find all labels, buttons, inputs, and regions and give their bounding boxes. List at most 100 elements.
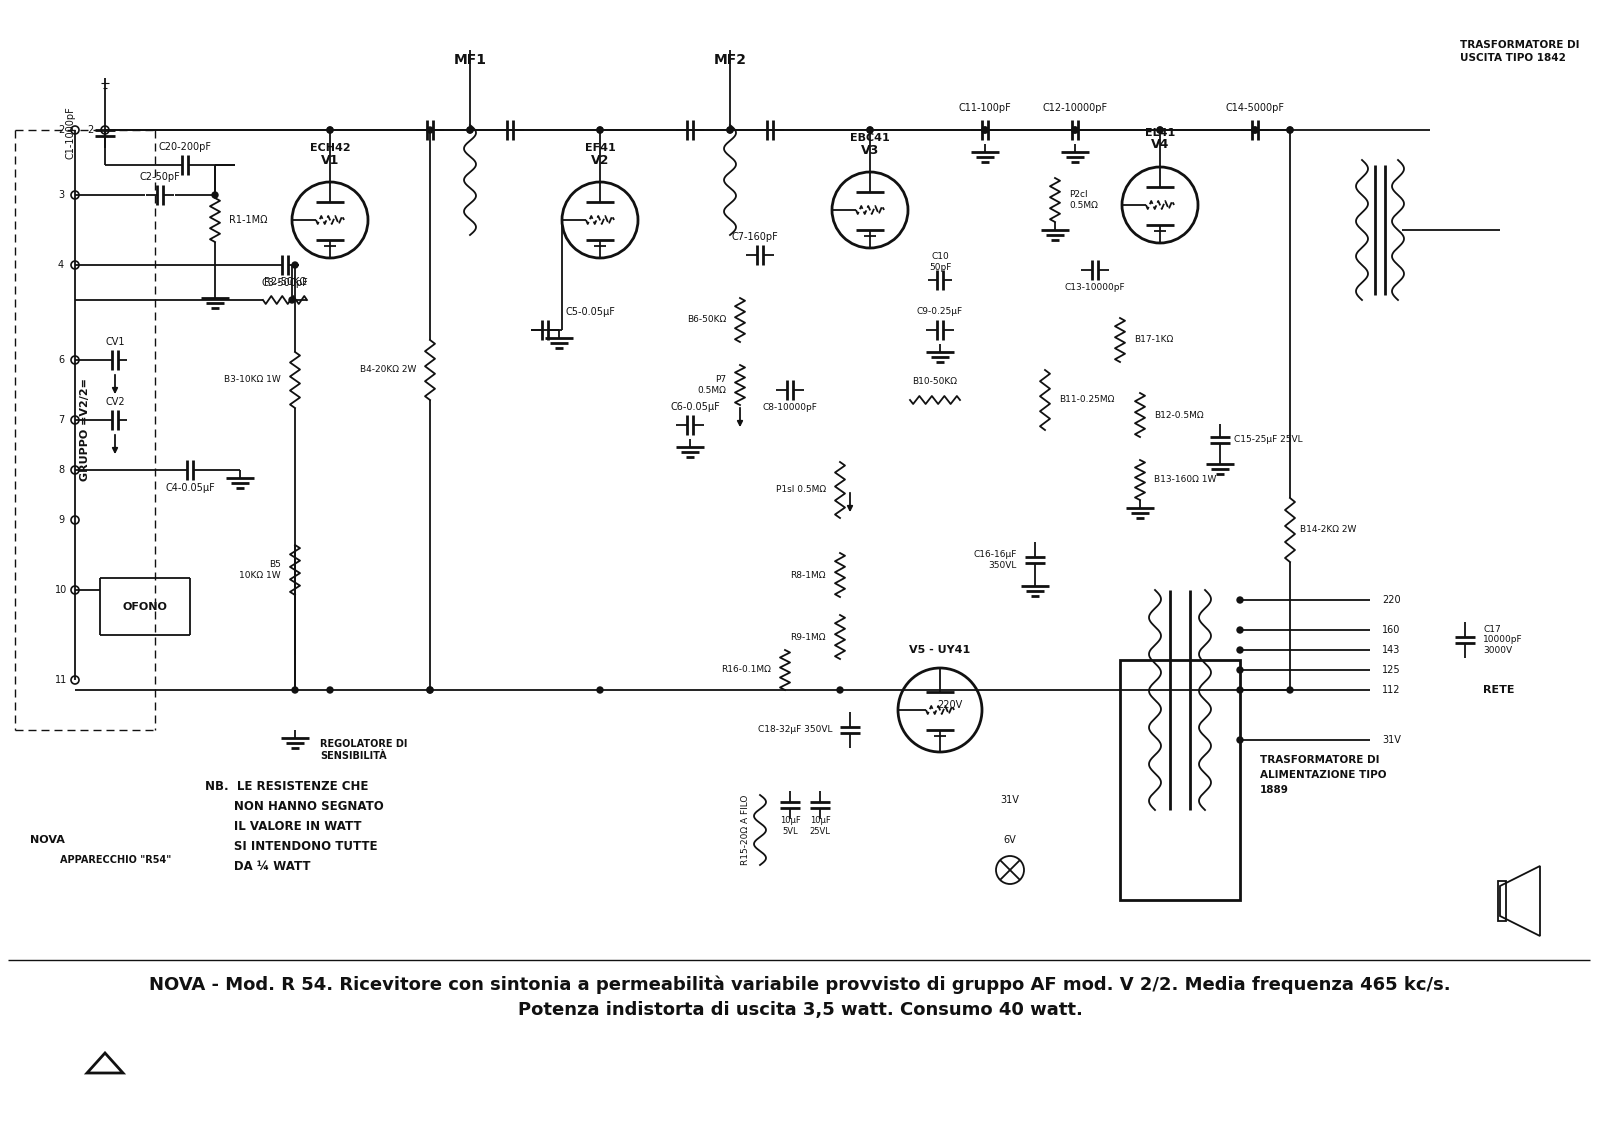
Circle shape bbox=[467, 127, 474, 133]
Text: 6V: 6V bbox=[1003, 835, 1016, 845]
Circle shape bbox=[597, 127, 603, 133]
Text: C15-25μF 25VL: C15-25μF 25VL bbox=[1234, 435, 1302, 444]
Circle shape bbox=[326, 687, 333, 693]
Text: ALIMENTAZIONE TIPO: ALIMENTAZIONE TIPO bbox=[1261, 770, 1387, 780]
Text: R1-1MΩ: R1-1MΩ bbox=[229, 215, 267, 225]
Text: CV1: CV1 bbox=[106, 337, 125, 347]
Text: 6: 6 bbox=[58, 355, 64, 365]
Text: 9: 9 bbox=[58, 515, 64, 525]
Text: C12-10000pF: C12-10000pF bbox=[1043, 103, 1107, 113]
Text: B12-0.5MΩ: B12-0.5MΩ bbox=[1154, 411, 1203, 420]
Text: MF2: MF2 bbox=[714, 53, 747, 67]
Text: C7-160pF: C7-160pF bbox=[731, 232, 778, 242]
Circle shape bbox=[726, 127, 733, 133]
Circle shape bbox=[1286, 127, 1293, 133]
Text: C3-500pF: C3-500pF bbox=[262, 278, 309, 288]
Text: P7
0.5MΩ: P7 0.5MΩ bbox=[698, 375, 726, 395]
Text: B13-160Ω 1W: B13-160Ω 1W bbox=[1154, 475, 1216, 484]
Circle shape bbox=[291, 687, 298, 693]
Text: R9-1MΩ: R9-1MΩ bbox=[790, 632, 826, 641]
Text: P1sl 0.5MΩ: P1sl 0.5MΩ bbox=[776, 485, 826, 494]
Circle shape bbox=[867, 127, 874, 133]
Text: P2cl
0.5MΩ: P2cl 0.5MΩ bbox=[1069, 190, 1098, 209]
Text: 220V: 220V bbox=[938, 700, 963, 710]
Text: C5-0.05μF: C5-0.05μF bbox=[565, 307, 614, 317]
Text: C10
50pF: C10 50pF bbox=[930, 252, 950, 271]
Text: B4-20KΩ 2W: B4-20KΩ 2W bbox=[360, 365, 416, 374]
Circle shape bbox=[1237, 667, 1243, 673]
Text: 125: 125 bbox=[1382, 665, 1400, 675]
Text: 143: 143 bbox=[1382, 645, 1400, 655]
Text: 2: 2 bbox=[86, 126, 93, 135]
Text: APPARECCHIO "R54": APPARECCHIO "R54" bbox=[61, 855, 171, 865]
Text: C9-0.25μF: C9-0.25μF bbox=[917, 308, 963, 317]
Text: RETE: RETE bbox=[1483, 685, 1515, 696]
Circle shape bbox=[326, 127, 333, 133]
Text: NOVA: NOVA bbox=[30, 835, 66, 845]
Circle shape bbox=[982, 127, 989, 133]
Text: 10μF
25VL: 10μF 25VL bbox=[810, 817, 830, 836]
Text: C20-200pF: C20-200pF bbox=[158, 143, 211, 152]
Circle shape bbox=[1286, 687, 1293, 693]
Circle shape bbox=[467, 127, 474, 133]
Circle shape bbox=[1237, 627, 1243, 633]
Circle shape bbox=[1237, 647, 1243, 653]
Circle shape bbox=[1157, 127, 1163, 133]
Text: V1: V1 bbox=[322, 154, 339, 166]
Bar bbox=[1120, 661, 1240, 900]
Circle shape bbox=[1237, 737, 1243, 743]
Circle shape bbox=[982, 127, 989, 133]
Text: R8-1MΩ: R8-1MΩ bbox=[790, 570, 826, 579]
Text: C17
10000pF
3000V: C17 10000pF 3000V bbox=[1483, 625, 1523, 655]
Bar bbox=[1498, 881, 1506, 921]
Text: C11-100pF: C11-100pF bbox=[958, 103, 1011, 113]
Text: 2: 2 bbox=[58, 126, 64, 135]
Text: TRASFORMATORE DI: TRASFORMATORE DI bbox=[1459, 40, 1579, 50]
Text: R16-0.1MΩ: R16-0.1MΩ bbox=[722, 665, 771, 674]
Text: MF1: MF1 bbox=[453, 53, 486, 67]
Circle shape bbox=[290, 297, 294, 303]
Text: NOVA - Mod. R 54. Ricevitore con sintonia a permeabilità variabile provvisto di : NOVA - Mod. R 54. Ricevitore con sintoni… bbox=[149, 976, 1451, 994]
Text: 10: 10 bbox=[54, 585, 67, 595]
Text: V3: V3 bbox=[861, 144, 878, 156]
Circle shape bbox=[1251, 127, 1258, 133]
Text: V5 - UY41: V5 - UY41 bbox=[909, 645, 971, 655]
Text: 220: 220 bbox=[1382, 595, 1400, 605]
Circle shape bbox=[1237, 597, 1243, 603]
Circle shape bbox=[291, 262, 298, 268]
Text: C13-10000pF: C13-10000pF bbox=[1064, 284, 1125, 293]
Text: OFONO: OFONO bbox=[123, 602, 168, 612]
Text: C14-5000pF: C14-5000pF bbox=[1226, 103, 1285, 113]
Text: B5
10KΩ 1W: B5 10KΩ 1W bbox=[240, 560, 282, 580]
Text: C1-1000pF: C1-1000pF bbox=[66, 106, 75, 159]
Text: CV2: CV2 bbox=[106, 397, 125, 407]
Text: 7: 7 bbox=[58, 415, 64, 425]
Text: 112: 112 bbox=[1382, 685, 1400, 696]
Text: GRUPPO =V2/2=: GRUPPO =V2/2= bbox=[80, 379, 90, 482]
Circle shape bbox=[1072, 127, 1078, 133]
Circle shape bbox=[427, 687, 434, 693]
Text: 4: 4 bbox=[58, 260, 64, 270]
Text: NB.  LE RESISTENZE CHE
       NON HANNO SEGNATO
       IL VALORE IN WATT
       : NB. LE RESISTENZE CHE NON HANNO SEGNATO … bbox=[205, 780, 384, 873]
Text: ECH42: ECH42 bbox=[310, 143, 350, 153]
Circle shape bbox=[867, 127, 874, 133]
Text: V4: V4 bbox=[1150, 138, 1170, 152]
Circle shape bbox=[837, 687, 843, 693]
Circle shape bbox=[427, 127, 434, 133]
Text: R15-20Ω A FILO: R15-20Ω A FILO bbox=[741, 795, 750, 865]
Text: C18-32μF 350VL: C18-32μF 350VL bbox=[757, 725, 832, 734]
Text: TRASFORMATORE DI: TRASFORMATORE DI bbox=[1261, 756, 1379, 765]
Text: B6-50KΩ: B6-50KΩ bbox=[686, 316, 726, 325]
Circle shape bbox=[211, 192, 218, 198]
Circle shape bbox=[597, 687, 603, 693]
Text: R2-50KΩ: R2-50KΩ bbox=[264, 277, 306, 287]
Text: B17-1KΩ: B17-1KΩ bbox=[1134, 336, 1173, 345]
Text: 3: 3 bbox=[58, 190, 64, 200]
Circle shape bbox=[1072, 127, 1078, 133]
Text: 160: 160 bbox=[1382, 625, 1400, 634]
Text: B14-2KΩ 2W: B14-2KΩ 2W bbox=[1299, 526, 1357, 535]
Text: B10-50KΩ: B10-50KΩ bbox=[912, 378, 957, 387]
Text: C2-50pF: C2-50pF bbox=[139, 172, 181, 182]
Circle shape bbox=[326, 127, 333, 133]
Text: C16-16μF
350VL: C16-16μF 350VL bbox=[974, 551, 1018, 570]
